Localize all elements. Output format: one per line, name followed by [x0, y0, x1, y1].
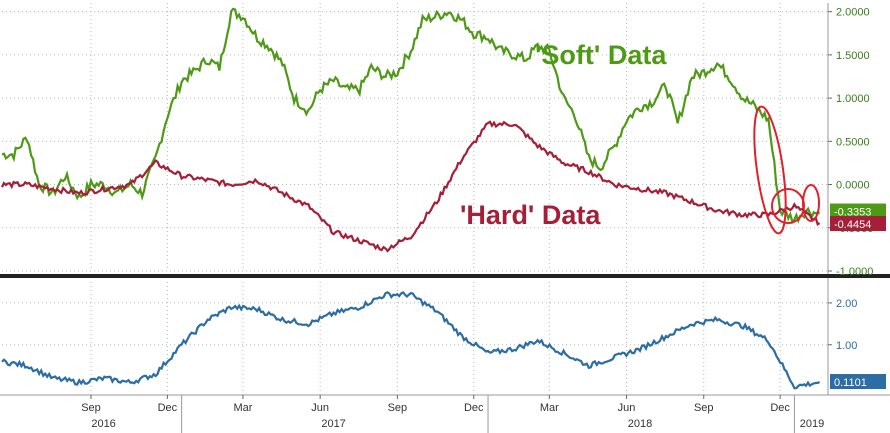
- soft-last-value-label: -0.3353: [834, 207, 871, 219]
- grid-layer: [0, 3, 890, 396]
- y-tick-label-bottom: 2.00: [836, 298, 857, 310]
- x-year-label: 2017: [321, 418, 345, 430]
- x-month-label: Sep: [388, 402, 408, 414]
- highlight-ellipses: [753, 105, 820, 235]
- soft-data-line: [1, 7, 821, 225]
- hard-data-annotation: 'Hard' Data: [460, 200, 601, 230]
- x-month-label: Dec: [158, 402, 178, 414]
- x-month-label: Jun: [311, 402, 329, 414]
- hard-last-value-label-box: [830, 216, 886, 232]
- top-y-axis: 2.00001.50001.00000.50000.0000-0.5000-1.…: [828, 7, 873, 278]
- x-month-label: Jun: [618, 402, 636, 414]
- bottom-y-axis: 2.00 1.00: [828, 298, 857, 352]
- y-tick-label-top: 0.0000: [836, 180, 870, 192]
- combined-data-line: [1, 291, 821, 390]
- soft-last-value-label-box: [830, 203, 886, 219]
- y-tick-label-top: -1.0000: [836, 266, 873, 278]
- x-month-label: Sep: [694, 402, 714, 414]
- x-month-label: Sep: [81, 402, 101, 414]
- y-tick-label-top: 1.0000: [836, 93, 870, 105]
- last-value-labels: -0.3353-0.4454 0.1101: [830, 203, 886, 390]
- bottom-last-value-label-box: [830, 374, 886, 390]
- y-tick-label-top: 2.0000: [836, 7, 870, 19]
- x-year-label: 2018: [628, 418, 652, 430]
- x-axis: Sep Dec Mar Jun Sep Dec Mar Jun Sep Dec 2016 2017 20…: [81, 395, 824, 433]
- x-month-label: Mar: [540, 402, 559, 414]
- x-year-label: 2016: [91, 418, 115, 430]
- hard-data-line: [1, 120, 821, 253]
- highlight-ellipse-large: [753, 105, 787, 235]
- x-month-label: Dec: [770, 402, 790, 414]
- y-tick-label-top: 1.5000: [836, 50, 870, 62]
- y-tick-label-bottom: 1.00: [836, 340, 857, 352]
- hard-last-value-label: -0.4454: [834, 219, 871, 231]
- bottom-last-value-label: 0.1101: [834, 377, 867, 389]
- series-layer: [1, 7, 821, 390]
- soft-data-annotation: 'Soft' Data: [535, 40, 667, 70]
- highlight-ellipse-small: [802, 184, 820, 222]
- x-month-label: Mar: [233, 402, 252, 414]
- y-tick-label-top: 0.5000: [836, 136, 870, 148]
- x-year-label: 2019: [800, 418, 824, 430]
- x-month-label: Dec: [464, 402, 484, 414]
